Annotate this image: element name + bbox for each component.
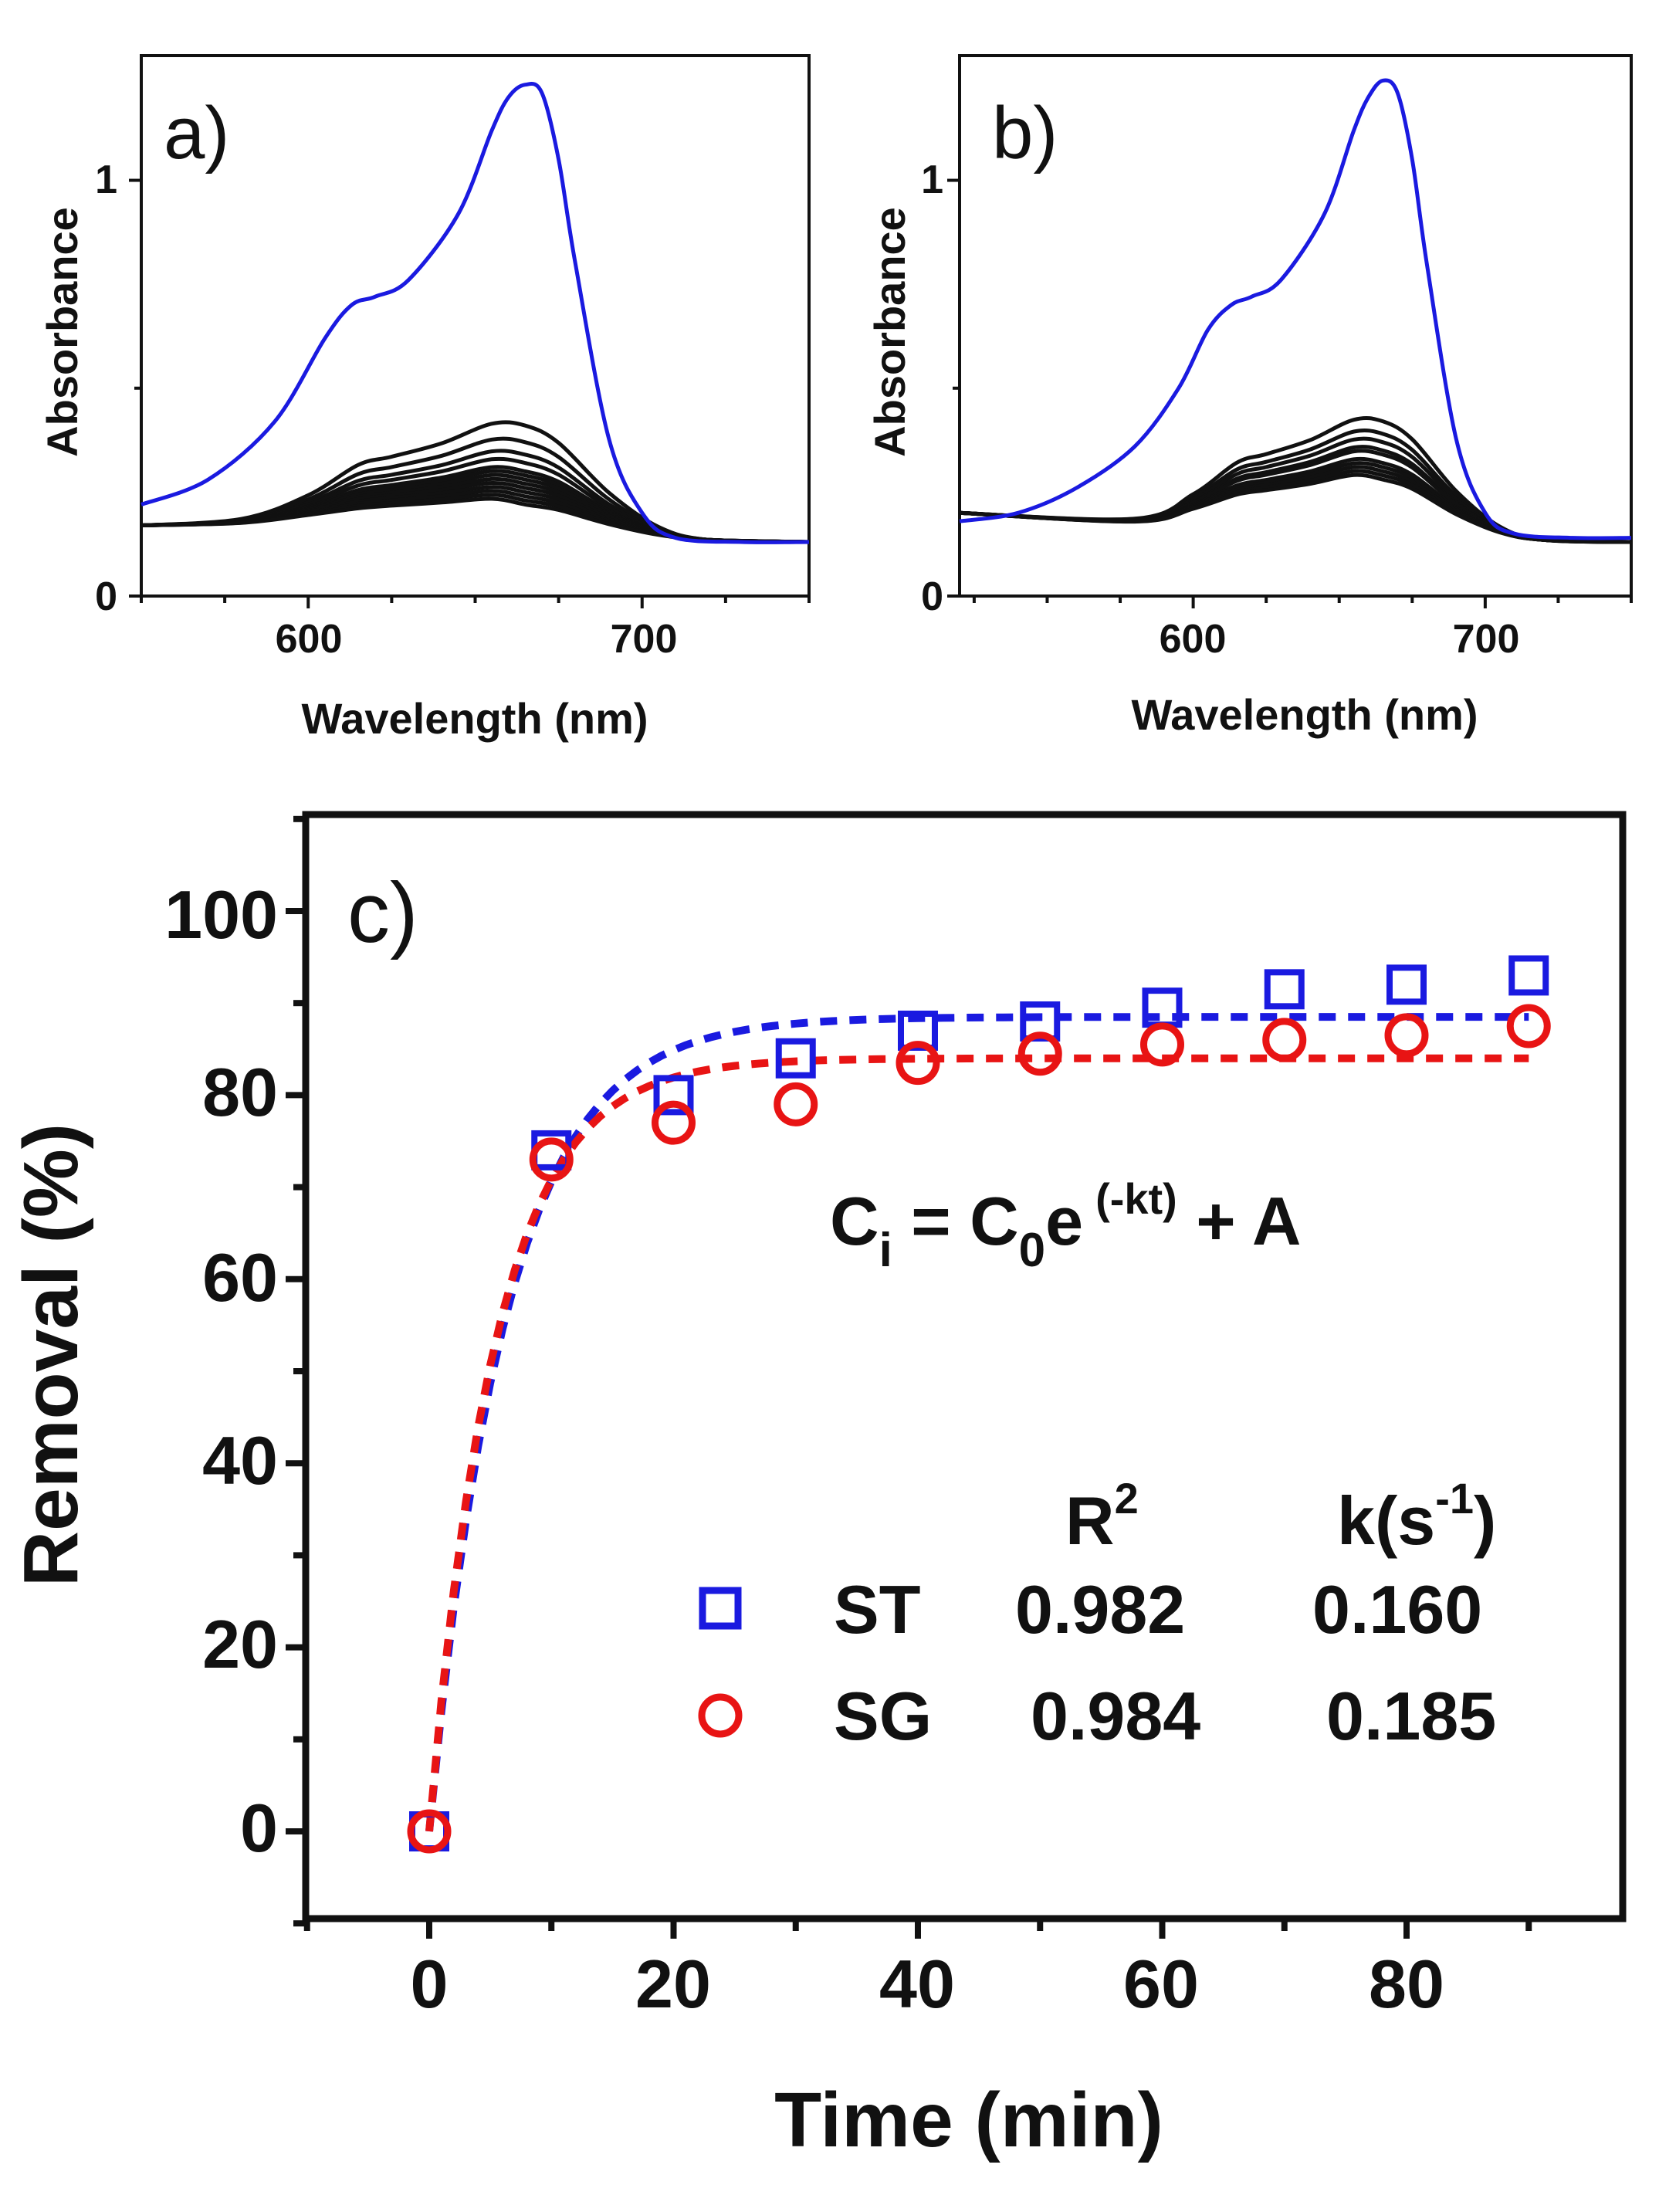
legend-r2-header: R2	[1065, 1474, 1139, 1559]
data-point-sg	[896, 1041, 940, 1086]
equation-tail: + A	[1177, 1183, 1302, 1259]
panel-c-plot-area	[407, 955, 1551, 1854]
panel-b-xtick-700: 700	[1453, 617, 1520, 662]
data-point-st	[775, 1038, 816, 1079]
equation-eq: = C	[892, 1183, 1019, 1259]
panel-c-ytick-20: 20	[202, 1606, 278, 1682]
panel-c-ytick-40: 40	[202, 1422, 278, 1499]
panel-a-ytick-0: 0	[95, 574, 117, 619]
equation-exponent: (-kt)	[1095, 1174, 1177, 1223]
panel-c-xtick-40: 40	[879, 1946, 955, 2022]
data-point-sg	[1017, 1031, 1062, 1076]
data-point-st	[1508, 955, 1549, 996]
data-point-sg	[1262, 1018, 1307, 1062]
panel-a-xtick-700: 700	[611, 617, 678, 662]
panel-a: a) 600 700 0 1 Wavelength (nm) Absorbanc…	[38, 54, 811, 743]
legend-sg-marker	[698, 1693, 743, 1738]
panel-c-ticks	[286, 815, 1532, 1939]
panel-c-ylabel: Removal (%)	[8, 1123, 94, 1587]
legend-k-header: k(s-1)	[1337, 1474, 1496, 1559]
data-point-st	[1264, 969, 1305, 1010]
panel-c-ytick-100: 100	[164, 876, 278, 953]
panel-b: b) 600 700 0 1 Wavelength (nm) Absorbanc…	[865, 54, 1633, 739]
data-point-st	[1386, 964, 1427, 1005]
equation-e: e	[1045, 1183, 1083, 1259]
legend-sg-name: SG	[834, 1678, 932, 1754]
data-point-sg	[774, 1082, 818, 1126]
panel-a-label: a)	[164, 92, 229, 174]
legend-st-r2: 0.982	[1015, 1571, 1185, 1648]
panel-c: c) 100 80 60 40 20 0 0 20 40 60 80 Time …	[8, 811, 1627, 2163]
data-point-sg	[1384, 1013, 1429, 1058]
panel-b-xlabel: Wavelength (nm)	[1131, 690, 1478, 739]
panel-c-xtick-0: 0	[411, 1946, 449, 2022]
panel-c-label: c)	[347, 865, 418, 960]
fit-equation: Ci = C0e (-kt) + A	[830, 1174, 1301, 1277]
panel-a-frame	[140, 54, 811, 598]
panel-b-plot-area	[959, 78, 1632, 544]
panel-b-ylabel: Absorbance	[865, 207, 914, 457]
panel-c-ytick-80: 80	[202, 1054, 278, 1130]
panel-c-frame	[302, 811, 1627, 1922]
panel-c-xlabel: Time (min)	[774, 2077, 1163, 2163]
data-point-sg	[407, 1809, 452, 1854]
panel-b-ticks	[947, 178, 1633, 608]
fit-curve-sg	[425, 1054, 1529, 1832]
legend-st-name: ST	[834, 1571, 920, 1648]
equation-c-sub: 0	[1019, 1224, 1045, 1277]
panel-b-initial-spectrum	[959, 78, 1632, 540]
panel-a-plot-area	[141, 81, 810, 544]
panel-b-later-spectrum	[959, 473, 1632, 544]
panel-b-ytick-0: 0	[921, 574, 943, 619]
panel-b-later-spectrum	[959, 469, 1632, 544]
panel-b-frame	[958, 54, 1633, 598]
data-point-sg	[529, 1137, 574, 1182]
data-point-sg	[1140, 1022, 1184, 1067]
panel-c-ytick-0: 0	[240, 1790, 278, 1866]
panel-b-label: b)	[992, 92, 1058, 174]
panel-c-xtick-80: 80	[1369, 1946, 1444, 2022]
equation-lhs-sub: i	[879, 1224, 892, 1277]
panel-a-ylabel: Absorbance	[38, 207, 86, 457]
panel-a-xlabel: Wavelength (nm)	[301, 694, 648, 743]
data-point-sg	[1506, 1004, 1551, 1048]
panel-b-later-spectrum	[959, 456, 1632, 544]
legend-st-marker	[699, 1587, 742, 1630]
legend-sg-r2: 0.984	[1031, 1678, 1200, 1754]
panel-a-ticks	[129, 178, 811, 608]
panel-b-ytick-1: 1	[921, 158, 943, 202]
equation-lhs: C	[830, 1183, 879, 1259]
panel-c-xtick-60: 60	[1123, 1946, 1199, 2022]
legend-sg-k: 0.185	[1326, 1678, 1496, 1754]
panel-a-initial-spectrum	[141, 81, 810, 544]
legend-st-k: 0.160	[1312, 1571, 1482, 1648]
data-point-st	[653, 1075, 694, 1116]
panel-b-xtick-600: 600	[1160, 617, 1227, 662]
panel-c-xtick-20: 20	[635, 1946, 711, 2022]
panel-a-ytick-1: 1	[95, 158, 117, 202]
data-point-sg	[652, 1100, 696, 1145]
panel-c-ytick-60: 60	[202, 1239, 278, 1316]
panel-a-xtick-600: 600	[276, 617, 343, 662]
fit-curve-st	[425, 1013, 1529, 1832]
